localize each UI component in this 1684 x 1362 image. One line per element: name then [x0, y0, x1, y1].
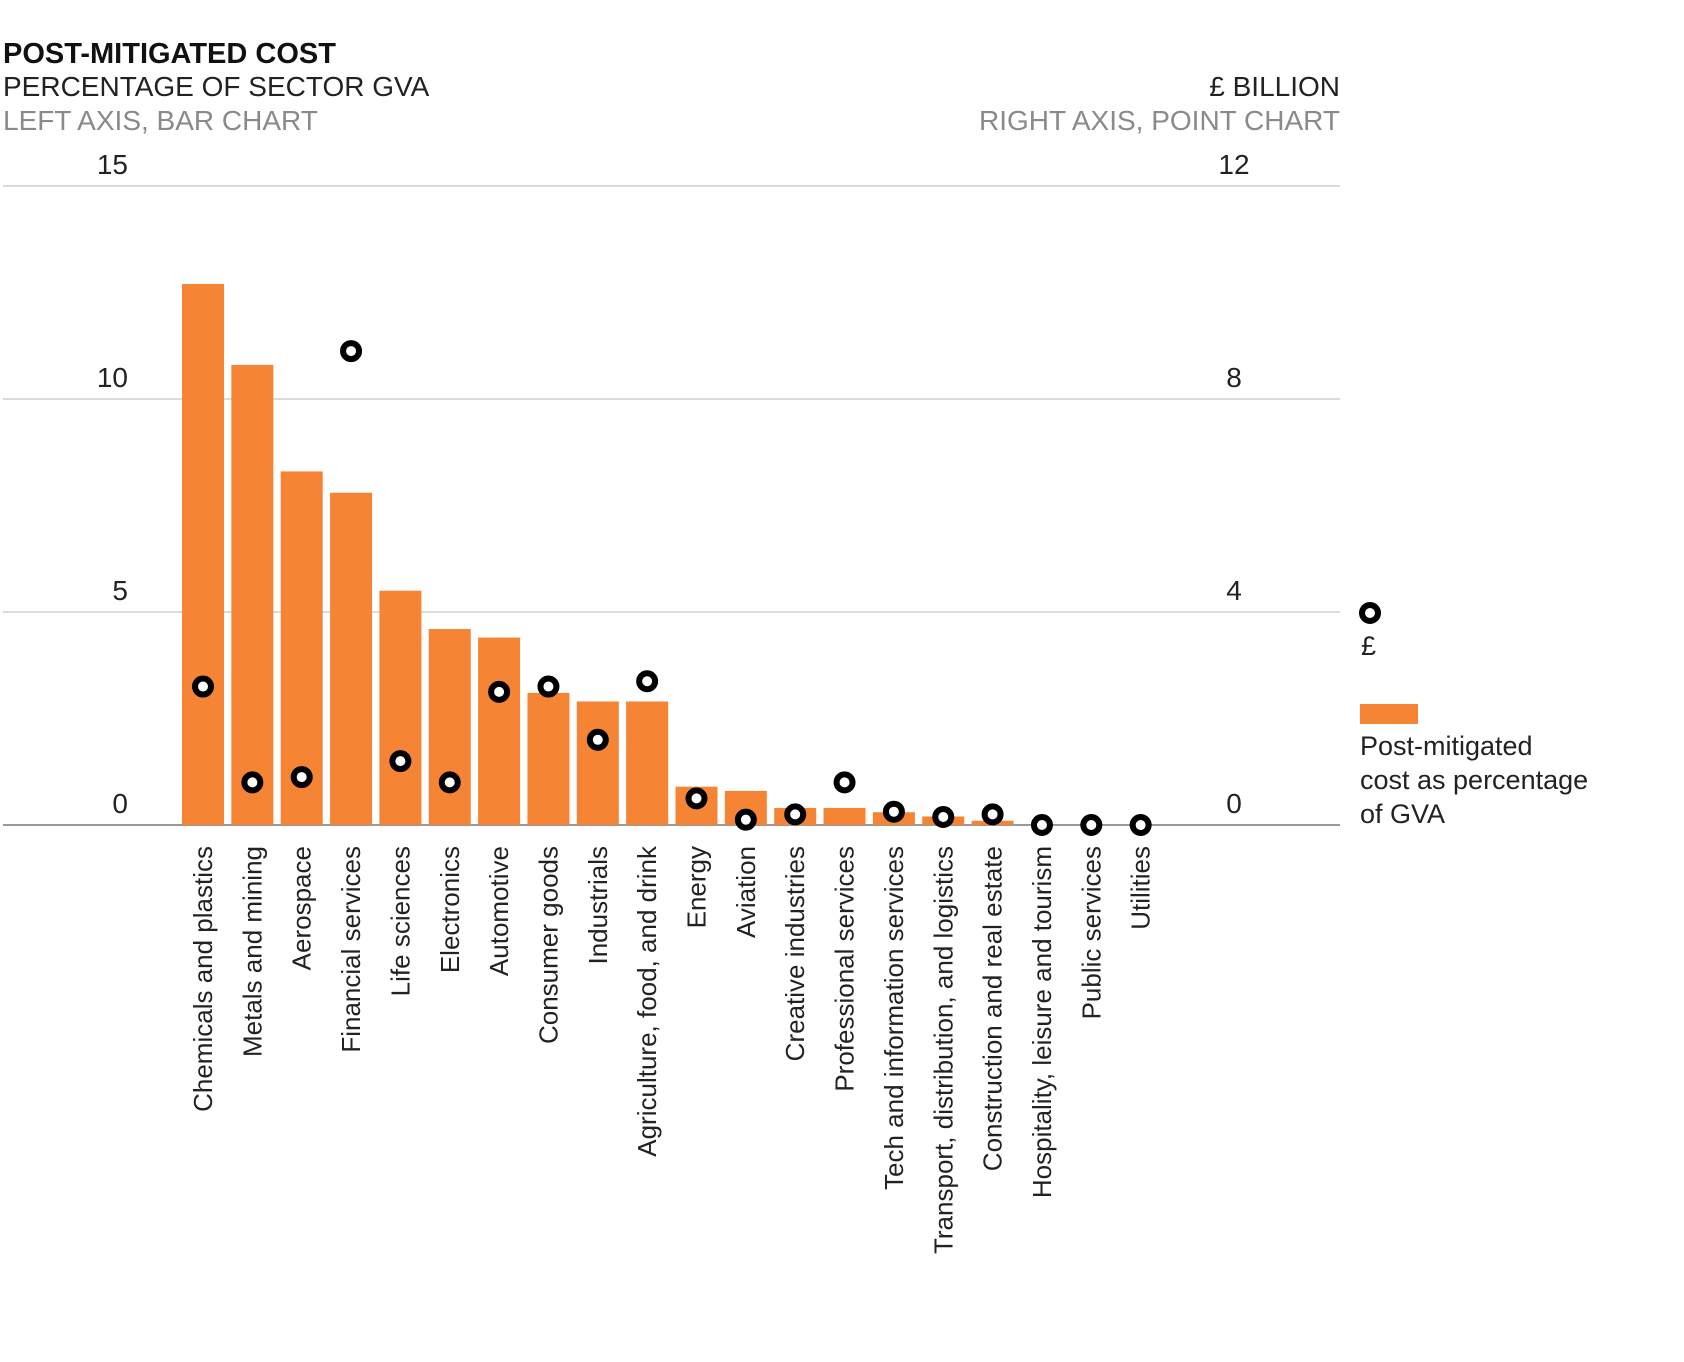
category-labels: Chemicals and plastics Metals and mining A…: [188, 845, 1156, 1254]
point: [784, 803, 807, 826]
legend-bar-label-line-2: cost as percentage: [1360, 765, 1588, 795]
bar: [330, 492, 373, 825]
points: [192, 340, 1152, 836]
bar: [576, 701, 619, 825]
bar: [626, 701, 669, 825]
point: [1030, 814, 1053, 836]
category-label: Tech and information services: [879, 846, 909, 1190]
point: [340, 340, 363, 363]
category-label: Hospitality, leisure and tourism: [1027, 846, 1057, 1198]
category-label: Aviation: [731, 846, 761, 938]
legend: £ Post-mitigated cost as percentage of G…: [1359, 602, 1588, 829]
point: [537, 675, 560, 698]
legend-point-label: £: [1361, 631, 1376, 661]
category-label: Construction and real estate: [978, 846, 1008, 1171]
left-tick-label: 5: [112, 575, 128, 606]
category-label: Metals and mining: [237, 846, 267, 1057]
left-axis-note: LEFT AXIS, BAR CHART: [3, 105, 318, 136]
bar: [231, 364, 274, 825]
category-label: Public services: [1076, 846, 1106, 1019]
category-label: Industrials: [583, 846, 613, 965]
right-axis-label: £ BILLION: [1209, 71, 1340, 102]
point: [1080, 814, 1103, 836]
bar: [428, 629, 471, 825]
category-label: Transport, distribution, and logistics: [928, 846, 958, 1254]
category-label: Agriculture, food, and drink: [632, 845, 662, 1157]
point: [882, 800, 905, 823]
bar: [280, 471, 323, 825]
category-label: Utilities: [1126, 846, 1156, 930]
left-tick-label: 0: [112, 788, 128, 819]
right-tick-label: 12: [1218, 149, 1249, 180]
category-label: Professional services: [830, 846, 860, 1092]
left-axis-label: PERCENTAGE OF SECTOR GVA: [3, 71, 430, 102]
point: [586, 728, 609, 751]
bar: [379, 590, 422, 825]
point: [932, 806, 955, 829]
category-label: Consumer goods: [533, 846, 563, 1044]
left-tick-label: 10: [97, 362, 128, 393]
point: [1129, 814, 1152, 836]
category-label: Chemicals and plastics: [188, 846, 218, 1112]
right-tick-label: 8: [1226, 362, 1242, 393]
legend-bar-label-line-3: of GVA: [1360, 799, 1445, 829]
point: [389, 750, 412, 773]
category-label: Life sciences: [385, 846, 415, 996]
point: [241, 771, 264, 794]
point: [488, 680, 511, 703]
category-label: Creative industries: [780, 846, 810, 1061]
point: [192, 675, 214, 698]
category-label: Energy: [682, 846, 712, 928]
left-tick-label: 15: [97, 149, 128, 180]
category-label: Aerospace: [287, 846, 317, 970]
point: [833, 771, 856, 794]
bars: [182, 283, 1014, 826]
category-label: Automotive: [484, 846, 514, 976]
legend-bar-swatch: [1360, 704, 1418, 724]
chart-title: POST-MITIGATED COST: [3, 38, 336, 70]
right-axis-note: RIGHT AXIS, POINT CHART: [979, 105, 1340, 136]
category-label: Electronics: [435, 846, 465, 973]
point: [685, 787, 708, 810]
legend-point-marker: [1359, 602, 1381, 624]
bar: [182, 283, 224, 826]
point: [438, 771, 461, 794]
point: [734, 808, 757, 831]
point: [290, 766, 313, 789]
bar: [478, 637, 521, 825]
bar: [527, 692, 570, 825]
point: [636, 670, 659, 693]
legend-bar-label-line-1: Post-mitigated: [1360, 731, 1533, 761]
right-tick-label: 4: [1226, 575, 1242, 606]
grid: 0 0 5 4 10 8 15 12: [3, 149, 1340, 826]
point: [981, 803, 1004, 826]
right-tick-label: 0: [1226, 788, 1242, 819]
category-label: Financial services: [336, 846, 366, 1053]
bar: [823, 807, 866, 825]
